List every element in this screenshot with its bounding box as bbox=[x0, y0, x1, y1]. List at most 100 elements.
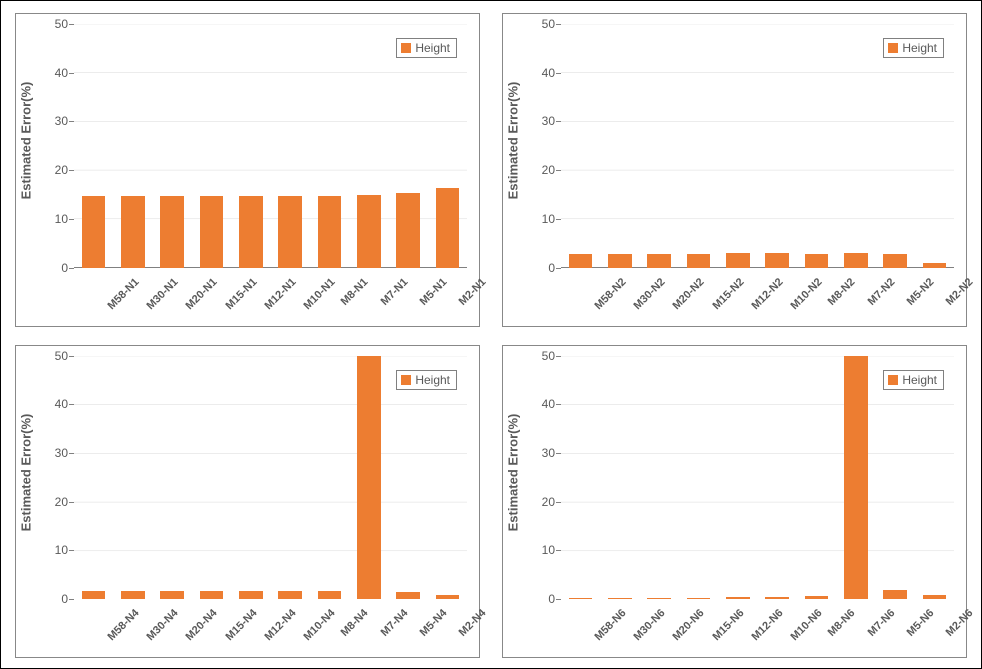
x-label-slot: M8-N6 bbox=[797, 603, 836, 657]
x-label-slot: M7-N1 bbox=[349, 272, 388, 326]
y-tick-label: 50 bbox=[55, 17, 68, 31]
bar bbox=[726, 253, 750, 267]
bar-slot bbox=[915, 24, 954, 268]
legend-label: Height bbox=[902, 41, 937, 55]
y-tick-label: 50 bbox=[542, 349, 555, 363]
bar bbox=[844, 253, 868, 267]
legend: Height bbox=[883, 370, 944, 390]
bar-slot bbox=[836, 356, 875, 600]
y-tick-label: 0 bbox=[61, 261, 68, 275]
x-label-slot: M10-N6 bbox=[757, 603, 796, 657]
bar bbox=[239, 196, 263, 268]
x-labels: M58-N2M30-N2M20-N2M15-N2M12-N2M10-N2M8-N… bbox=[561, 272, 954, 326]
bar bbox=[82, 196, 106, 268]
x-label-slot: M58-N1 bbox=[74, 272, 113, 326]
x-label-slot: M12-N1 bbox=[231, 272, 270, 326]
legend-swatch bbox=[888, 43, 898, 53]
bar-slot bbox=[428, 24, 467, 268]
y-axis-label: Estimated Error(%) bbox=[506, 82, 521, 200]
bar bbox=[160, 196, 184, 268]
bar bbox=[805, 596, 829, 599]
y-tick-label: 20 bbox=[55, 495, 68, 509]
y-tick-label: 40 bbox=[55, 66, 68, 80]
bar-slot bbox=[310, 356, 349, 600]
y-axis-label: Estimated Error(%) bbox=[506, 413, 521, 531]
y-tick-label: 10 bbox=[542, 212, 555, 226]
bar bbox=[883, 590, 907, 599]
y-axis-label-wrap: Estimated Error(%) bbox=[16, 14, 36, 268]
x-label-slot: M58-N4 bbox=[74, 603, 113, 657]
bar bbox=[318, 591, 342, 599]
chart-panel-n6: Estimated Error(%)01020304050HeightM58-N… bbox=[502, 345, 967, 659]
bar bbox=[200, 196, 224, 268]
bar-slot bbox=[310, 24, 349, 268]
bar bbox=[647, 598, 671, 599]
bar-slot bbox=[428, 356, 467, 600]
bar-slot bbox=[153, 356, 192, 600]
y-tick-label: 10 bbox=[55, 543, 68, 557]
bar-slot bbox=[757, 356, 796, 600]
bar-slot bbox=[74, 356, 113, 600]
x-label-slot: M7-N6 bbox=[836, 603, 875, 657]
x-label-slot: M10-N1 bbox=[270, 272, 309, 326]
legend-swatch bbox=[401, 43, 411, 53]
x-label-slot: M30-N1 bbox=[113, 272, 152, 326]
bar bbox=[805, 254, 829, 268]
bar bbox=[278, 196, 302, 267]
y-axis-label-wrap: Estimated Error(%) bbox=[16, 346, 36, 600]
x-label-slot: M58-N6 bbox=[561, 603, 600, 657]
bar-slot bbox=[153, 24, 192, 268]
bar-slot bbox=[231, 24, 270, 268]
bar-slot bbox=[600, 356, 639, 600]
x-label-slot: M7-N4 bbox=[349, 603, 388, 657]
bar bbox=[923, 595, 947, 599]
y-tick-label: 20 bbox=[542, 163, 555, 177]
y-tick-label: 0 bbox=[61, 592, 68, 606]
x-label-slot: M15-N2 bbox=[679, 272, 718, 326]
x-label-slot: M5-N2 bbox=[875, 272, 914, 326]
x-label-slot: M12-N4 bbox=[231, 603, 270, 657]
bar bbox=[318, 196, 342, 268]
y-tick-label: 0 bbox=[548, 261, 555, 275]
bar bbox=[765, 597, 789, 599]
x-label-slot: M8-N2 bbox=[797, 272, 836, 326]
bars-container bbox=[74, 356, 467, 600]
x-tick-label: M2-N2 bbox=[944, 276, 976, 308]
y-tick-mark bbox=[556, 599, 561, 600]
x-label-slot: M2-N2 bbox=[915, 272, 954, 326]
y-tick-label: 40 bbox=[542, 66, 555, 80]
bar bbox=[844, 356, 868, 600]
x-labels: M58-N6M30-N6M20-N6M15-N6M12-N6M10-N6M8-N… bbox=[561, 603, 954, 657]
x-label-slot: M15-N1 bbox=[192, 272, 231, 326]
plot-area: 01020304050Height bbox=[561, 24, 954, 268]
x-tick-label: M2-N4 bbox=[457, 607, 489, 639]
x-label-slot: M30-N2 bbox=[600, 272, 639, 326]
bar-slot bbox=[270, 356, 309, 600]
x-tick-label: M2-N6 bbox=[944, 607, 976, 639]
bar bbox=[200, 591, 224, 599]
bar bbox=[569, 598, 593, 599]
x-label-slot: M8-N4 bbox=[310, 603, 349, 657]
y-tick-label: 10 bbox=[542, 543, 555, 557]
bar-slot bbox=[679, 356, 718, 600]
legend: Height bbox=[396, 370, 457, 390]
x-label-slot: M10-N2 bbox=[757, 272, 796, 326]
bar-slot bbox=[797, 356, 836, 600]
bar-slot bbox=[915, 356, 954, 600]
y-tick-label: 0 bbox=[548, 592, 555, 606]
legend-label: Height bbox=[902, 373, 937, 387]
bar-slot bbox=[270, 24, 309, 268]
legend-swatch bbox=[401, 375, 411, 385]
bar-slot bbox=[875, 24, 914, 268]
x-label-slot: M20-N6 bbox=[640, 603, 679, 657]
x-label-slot: M8-N1 bbox=[310, 272, 349, 326]
y-tick-label: 40 bbox=[55, 397, 68, 411]
bar-slot bbox=[679, 24, 718, 268]
bar-slot bbox=[231, 356, 270, 600]
bar bbox=[278, 591, 302, 599]
bar-slot bbox=[192, 356, 231, 600]
bar bbox=[608, 598, 632, 599]
bar-slot bbox=[718, 356, 757, 600]
bar-slot bbox=[561, 24, 600, 268]
bar bbox=[396, 592, 420, 599]
